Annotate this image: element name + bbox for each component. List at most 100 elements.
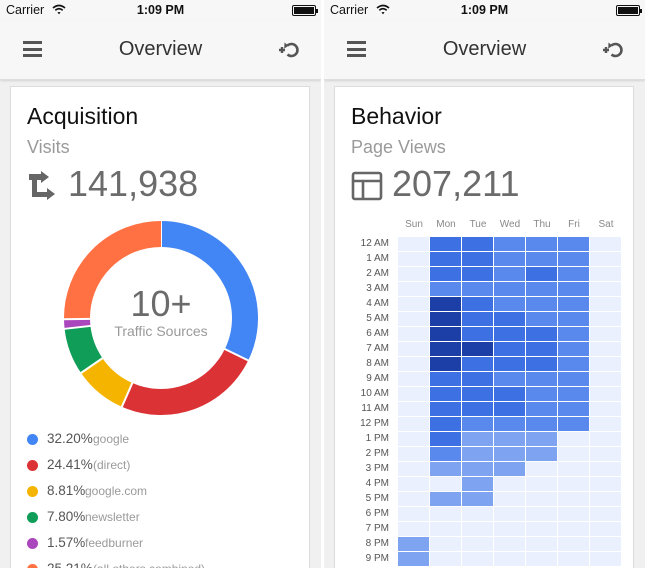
heatmap-cell[interactable] <box>398 492 429 506</box>
heatmap-cell[interactable] <box>398 297 429 311</box>
donut-slice-2[interactable] <box>81 357 133 407</box>
heatmap-cell[interactable] <box>558 387 589 401</box>
heatmap-cell[interactable] <box>494 357 525 371</box>
heatmap-cell[interactable] <box>558 312 589 326</box>
heatmap-cell[interactable] <box>590 267 621 281</box>
heatmap-cell[interactable] <box>462 417 493 431</box>
heatmap-cell[interactable] <box>494 282 525 296</box>
heatmap-cell[interactable] <box>430 447 461 461</box>
heatmap-cell[interactable] <box>526 447 557 461</box>
heatmap-cell[interactable] <box>398 252 429 266</box>
heatmap-cell[interactable] <box>494 552 525 566</box>
heatmap-cell[interactable] <box>462 372 493 386</box>
heatmap-cell[interactable] <box>462 447 493 461</box>
heatmap-cell[interactable] <box>494 342 525 356</box>
heatmap-cell[interactable] <box>558 342 589 356</box>
heatmap-cell[interactable] <box>462 537 493 551</box>
heatmap-cell[interactable] <box>398 402 429 416</box>
heatmap-cell[interactable] <box>462 387 493 401</box>
heatmap-cell[interactable] <box>558 327 589 341</box>
heatmap-cell[interactable] <box>590 447 621 461</box>
heatmap-cell[interactable] <box>494 447 525 461</box>
heatmap-cell[interactable] <box>526 492 557 506</box>
heatmap-cell[interactable] <box>590 507 621 521</box>
heatmap-cell[interactable] <box>462 342 493 356</box>
heatmap-cell[interactable] <box>398 522 429 536</box>
heatmap-cell[interactable] <box>526 417 557 431</box>
heatmap-cell[interactable] <box>494 417 525 431</box>
heatmap-cell[interactable] <box>398 387 429 401</box>
heatmap-cell[interactable] <box>558 462 589 476</box>
heatmap-cell[interactable] <box>558 492 589 506</box>
heatmap-cell[interactable] <box>494 297 525 311</box>
heatmap-cell[interactable] <box>430 522 461 536</box>
heatmap-cell[interactable] <box>462 327 493 341</box>
heatmap-cell[interactable] <box>462 522 493 536</box>
heatmap-cell[interactable] <box>430 432 461 446</box>
heatmap-cell[interactable] <box>398 477 429 491</box>
heatmap-cell[interactable] <box>590 312 621 326</box>
heatmap-cell[interactable] <box>462 492 493 506</box>
heatmap-cell[interactable] <box>398 447 429 461</box>
heatmap-cell[interactable] <box>430 462 461 476</box>
heatmap-cell[interactable] <box>462 297 493 311</box>
heatmap-cell[interactable] <box>494 237 525 251</box>
heatmap-cell[interactable] <box>590 432 621 446</box>
heatmap-cell[interactable] <box>430 552 461 566</box>
heatmap-cell[interactable] <box>494 387 525 401</box>
heatmap-cell[interactable] <box>590 402 621 416</box>
heatmap-cell[interactable] <box>398 552 429 566</box>
heatmap-cell[interactable] <box>526 477 557 491</box>
heatmap-cell[interactable] <box>462 237 493 251</box>
heatmap-cell[interactable] <box>430 312 461 326</box>
heatmap-cell[interactable] <box>494 372 525 386</box>
heatmap-cell[interactable] <box>526 237 557 251</box>
heatmap-cell[interactable] <box>494 507 525 521</box>
heatmap-cell[interactable] <box>526 372 557 386</box>
heatmap-cell[interactable] <box>398 312 429 326</box>
heatmap-cell[interactable] <box>494 402 525 416</box>
menu-icon[interactable] <box>23 41 42 57</box>
heatmap-cell[interactable] <box>590 417 621 431</box>
heatmap-cell[interactable] <box>526 297 557 311</box>
heatmap-cell[interactable] <box>430 357 461 371</box>
heatmap-cell[interactable] <box>430 267 461 281</box>
heatmap-cell[interactable] <box>558 372 589 386</box>
heatmap-cell[interactable] <box>398 342 429 356</box>
heatmap-cell[interactable] <box>462 252 493 266</box>
heatmap-cell[interactable] <box>462 402 493 416</box>
heatmap-cell[interactable] <box>398 267 429 281</box>
heatmap-cell[interactable] <box>398 462 429 476</box>
heatmap-cell[interactable] <box>526 522 557 536</box>
heatmap-cell[interactable] <box>590 522 621 536</box>
heatmap-cell[interactable] <box>558 402 589 416</box>
heatmap-cell[interactable] <box>494 477 525 491</box>
heatmap-cell[interactable] <box>526 267 557 281</box>
heatmap-cell[interactable] <box>430 507 461 521</box>
heatmap-cell[interactable] <box>558 417 589 431</box>
compare-date-icon[interactable] <box>599 39 625 61</box>
heatmap-cell[interactable] <box>590 297 621 311</box>
heatmap-cell[interactable] <box>526 402 557 416</box>
heatmap-cell[interactable] <box>494 462 525 476</box>
heatmap-cell[interactable] <box>494 522 525 536</box>
heatmap-cell[interactable] <box>590 327 621 341</box>
heatmap-cell[interactable] <box>430 477 461 491</box>
heatmap-cell[interactable] <box>494 537 525 551</box>
heatmap-cell[interactable] <box>526 507 557 521</box>
heatmap-cell[interactable] <box>430 492 461 506</box>
heatmap-cell[interactable] <box>590 537 621 551</box>
heatmap-cell[interactable] <box>462 267 493 281</box>
heatmap-cell[interactable] <box>398 432 429 446</box>
heatmap-cell[interactable] <box>526 552 557 566</box>
heatmap-cell[interactable] <box>558 552 589 566</box>
heatmap-cell[interactable] <box>590 387 621 401</box>
heatmap-cell[interactable] <box>430 252 461 266</box>
heatmap-cell[interactable] <box>558 432 589 446</box>
heatmap-cell[interactable] <box>462 477 493 491</box>
heatmap-cell[interactable] <box>494 252 525 266</box>
heatmap-cell[interactable] <box>430 297 461 311</box>
heatmap-cell[interactable] <box>398 507 429 521</box>
heatmap-cell[interactable] <box>526 342 557 356</box>
heatmap-cell[interactable] <box>590 252 621 266</box>
